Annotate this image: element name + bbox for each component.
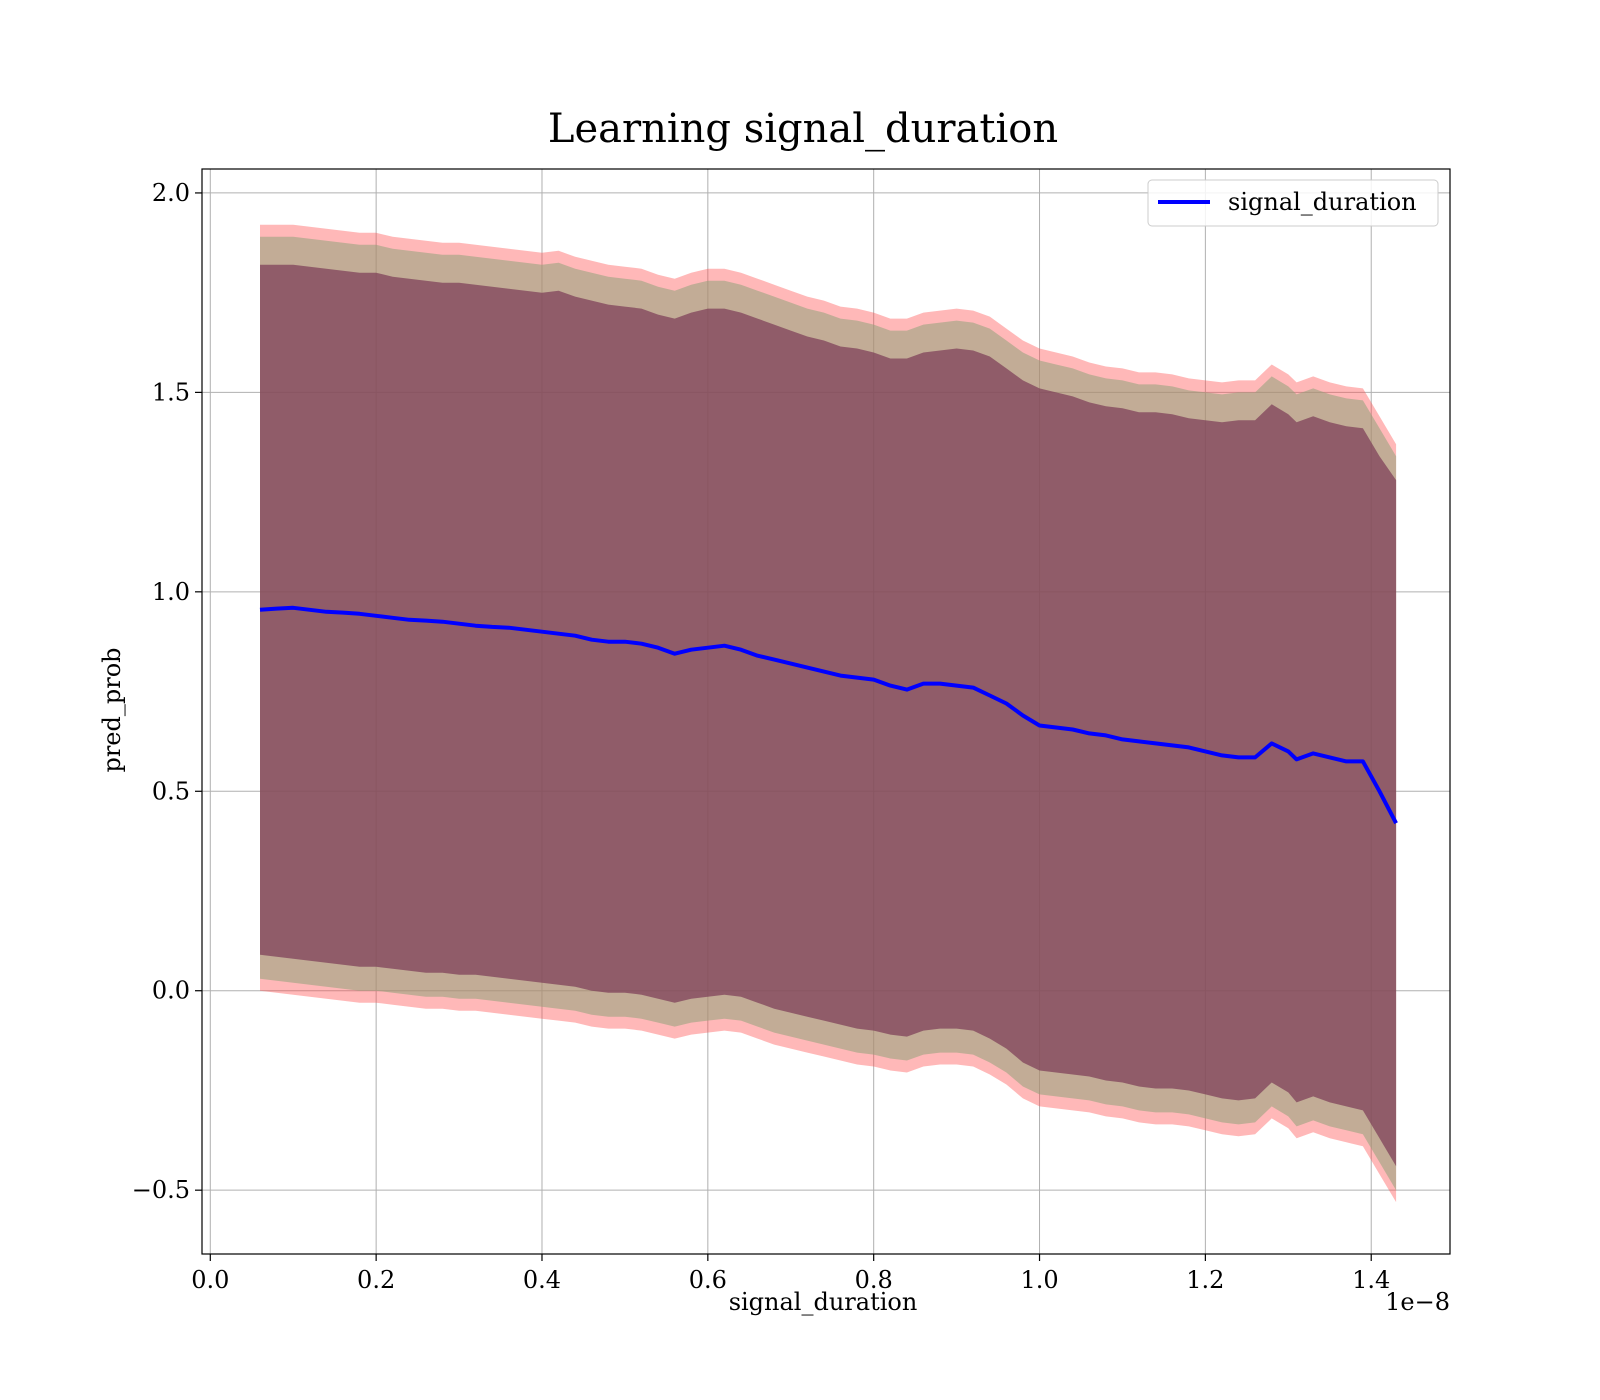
y-tick-label: 2.0 [152, 179, 190, 207]
y-tick-label: 0.5 [152, 777, 190, 805]
confidence-band-2 [260, 264, 1397, 1167]
x-tick-label: 0.8 [855, 1266, 893, 1294]
x-tick-label: 0.4 [523, 1266, 561, 1294]
x-axis: 0.0 0.2 0.4 0.6 0.8 1.0 1.2 1.4 [191, 1254, 1390, 1294]
chart-title: Learning signal_duration [548, 106, 1058, 152]
y-axis: −0.5 0.0 0.5 1.0 1.5 2.0 [132, 179, 202, 1204]
series-lines [259, 605, 1398, 825]
x-tick-label: 0.6 [689, 1266, 727, 1294]
y-tick-label: 0.0 [152, 977, 190, 1005]
x-tick-label: 0.2 [357, 1266, 395, 1294]
x-tick-label: 0.0 [191, 1266, 229, 1294]
x-axis-label: signal_duration [729, 1288, 918, 1316]
confidence-bands [260, 224, 1397, 1203]
plot-frame [201, 168, 1451, 1255]
y-axis-label: pred_prob [98, 647, 126, 772]
x-axis-offset-text: 1e−8 [1385, 1288, 1450, 1316]
y-tick-label: 1.5 [152, 378, 190, 406]
x-tick-label: 1.4 [1352, 1266, 1390, 1294]
legend-frame [1147, 179, 1439, 227]
x-tick-label: 1.2 [1186, 1266, 1224, 1294]
y-tick-label: 1.0 [152, 578, 190, 606]
series-line-0 [259, 605, 1398, 825]
y-tick-label: −0.5 [132, 1176, 190, 1204]
legend-label: signal_duration [1228, 188, 1417, 216]
legend: signal_duration [1147, 179, 1439, 227]
x-tick-label: 1.0 [1020, 1266, 1058, 1294]
